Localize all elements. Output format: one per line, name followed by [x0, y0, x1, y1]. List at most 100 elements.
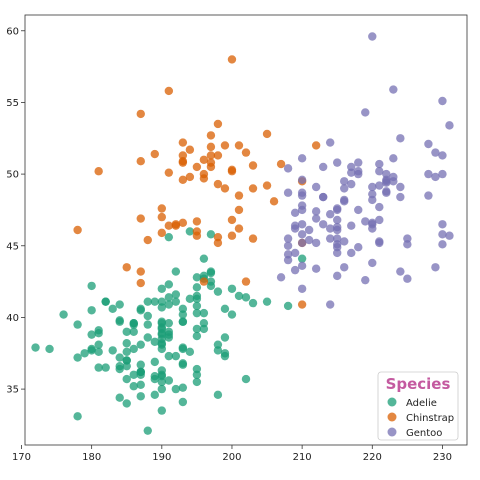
point-gentoo: [311, 207, 321, 216]
point-gentoo: [297, 261, 307, 271]
point-gentoo: [354, 158, 363, 167]
point-chinstrap: [136, 109, 145, 119]
point-adelie: [171, 384, 181, 394]
point-adelie: [122, 374, 131, 384]
point-adelie: [171, 297, 181, 306]
point-gentoo: [333, 243, 342, 252]
point-adelie: [157, 366, 167, 375]
point-chinstrap: [248, 234, 258, 243]
x-tick-label: 210: [293, 452, 312, 463]
point-adelie: [136, 392, 145, 401]
point-adelie: [192, 291, 202, 301]
point-adelie: [87, 281, 96, 291]
point-adelie: [234, 291, 244, 301]
point-adelie: [178, 397, 188, 407]
point-adelie: [192, 308, 202, 318]
point-gentoo: [340, 197, 349, 206]
point-adelie: [192, 331, 202, 341]
point-chinstrap: [227, 231, 237, 240]
data-points: [31, 32, 454, 435]
point-gentoo: [438, 220, 447, 229]
point-gentoo: [325, 300, 335, 309]
point-chinstrap: [227, 55, 237, 64]
point-gentoo: [368, 189, 377, 199]
point-adelie: [206, 268, 216, 278]
point-chinstrap: [122, 263, 131, 272]
point-gentoo: [283, 188, 293, 197]
point-adelie: [94, 329, 103, 338]
point-adelie: [157, 384, 167, 394]
point-adelie: [192, 324, 202, 334]
point-adelie: [220, 304, 230, 314]
point-adelie: [157, 334, 167, 344]
point-adelie: [108, 346, 117, 355]
point-adelie: [227, 284, 237, 293]
point-gentoo: [297, 220, 307, 229]
x-axis: 170 180 190 200 210 220 230: [12, 445, 452, 463]
point-adelie: [241, 374, 251, 384]
point-gentoo: [403, 240, 412, 249]
point-gentoo: [297, 154, 307, 163]
point-gentoo: [354, 205, 363, 215]
point-adelie: [213, 346, 223, 355]
legend-marker-adelie: [387, 397, 397, 407]
point-gentoo: [347, 168, 356, 177]
point-chinstrap: [136, 157, 145, 166]
point-gentoo: [424, 169, 433, 179]
point-adelie: [157, 324, 167, 334]
point-adelie: [150, 297, 159, 306]
point-adelie: [192, 273, 202, 282]
point-gentoo: [283, 164, 293, 173]
point-chinstrap: [248, 161, 258, 170]
point-adelie: [185, 227, 195, 236]
point-gentoo: [347, 179, 356, 189]
point-gentoo: [325, 210, 335, 219]
point-gentoo: [438, 169, 447, 179]
point-adelie: [199, 318, 209, 328]
point-gentoo: [368, 32, 377, 41]
point-chinstrap: [185, 145, 195, 154]
point-chinstrap: [164, 221, 174, 230]
point-gentoo: [333, 225, 342, 235]
point-adelie: [59, 310, 68, 319]
point-gentoo: [389, 172, 398, 182]
point-adelie: [262, 297, 272, 306]
point-gentoo: [375, 238, 384, 248]
point-gentoo: [368, 224, 377, 233]
point-adelie: [150, 390, 159, 400]
point-gentoo: [361, 275, 370, 285]
point-chinstrap: [73, 225, 82, 235]
point-gentoo: [431, 263, 440, 272]
point-adelie: [115, 361, 124, 371]
point-gentoo: [311, 214, 321, 223]
point-adelie: [213, 287, 223, 296]
point-adelie: [220, 349, 230, 358]
point-adelie: [199, 254, 209, 263]
x-tick-label: 190: [152, 452, 171, 463]
y-tick-label: 35: [6, 385, 19, 396]
point-gentoo: [396, 182, 405, 192]
point-adelie: [164, 376, 174, 385]
point-chinstrap: [241, 148, 251, 157]
point-adelie: [178, 317, 188, 326]
point-gentoo: [340, 237, 349, 246]
point-adelie: [227, 310, 237, 319]
point-gentoo: [340, 177, 349, 186]
point-adelie: [80, 349, 89, 358]
point-chinstrap: [234, 224, 244, 233]
point-adelie: [73, 320, 82, 329]
point-adelie: [108, 304, 117, 314]
point-adelie: [178, 359, 188, 368]
point-adelie: [136, 304, 145, 314]
point-gentoo: [297, 191, 307, 200]
y-tick-label: 45: [6, 241, 19, 252]
point-adelie: [101, 297, 110, 306]
point-adelie: [164, 327, 174, 336]
point-gentoo: [424, 191, 433, 200]
point-gentoo: [325, 234, 335, 243]
point-gentoo: [431, 148, 440, 157]
point-chinstrap: [276, 159, 286, 169]
point-chinstrap: [297, 300, 307, 309]
point-gentoo: [340, 263, 349, 272]
point-gentoo: [438, 230, 447, 239]
